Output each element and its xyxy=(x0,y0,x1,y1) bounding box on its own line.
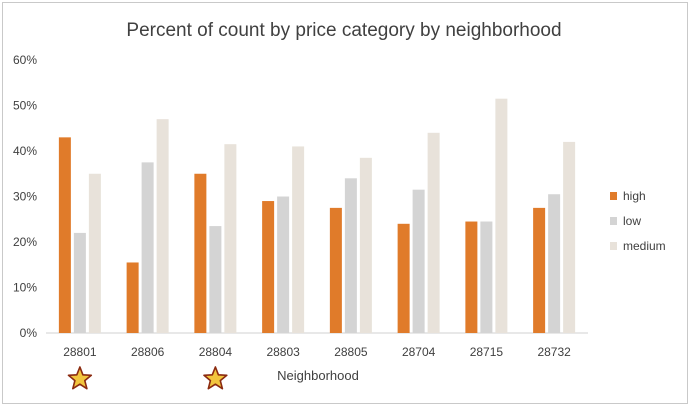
y-axis-ticks: 0% 10% 20% 30% 40% 50% 60% xyxy=(13,53,37,340)
legend-swatch-low xyxy=(610,217,617,225)
bar-medium-28803 xyxy=(292,146,305,333)
bar-high-28715 xyxy=(465,221,478,333)
bar-high-28732 xyxy=(533,207,546,333)
bar-low-28704 xyxy=(412,189,425,333)
bar-high-28805 xyxy=(329,207,342,333)
chart-title: Percent of count by price category by ne… xyxy=(126,20,561,41)
bar-high-28803 xyxy=(262,201,275,333)
y-tick-label: 10% xyxy=(13,281,37,295)
legend-label: medium xyxy=(623,239,666,253)
bar-low-28715 xyxy=(480,221,493,333)
markers-group xyxy=(67,366,228,390)
bar-medium-28732 xyxy=(563,141,576,333)
y-tick-label: 50% xyxy=(13,99,37,113)
x-tick-label: 28804 xyxy=(199,345,233,359)
legend-label: high xyxy=(623,189,646,203)
bar-medium-28704 xyxy=(427,132,440,333)
bar-high-28804 xyxy=(194,173,207,333)
bar-high-28704 xyxy=(397,223,410,333)
bar-low-28732 xyxy=(548,194,561,333)
bars-group xyxy=(58,98,576,334)
legend-swatch-high xyxy=(610,192,617,200)
legend: high low medium xyxy=(610,189,666,253)
x-tick-label: 28805 xyxy=(334,345,368,359)
bar-low-28801 xyxy=(73,232,86,333)
bar-low-28806 xyxy=(141,162,154,333)
x-tick-label: 28806 xyxy=(131,345,165,359)
y-tick-label: 20% xyxy=(13,235,37,249)
y-tick-label: 60% xyxy=(13,53,37,67)
bar-medium-28801 xyxy=(88,173,101,333)
x-tick-label: 28715 xyxy=(470,345,504,359)
bar-medium-28805 xyxy=(359,157,372,333)
x-tick-label: 28803 xyxy=(266,345,300,359)
x-axis-title: Neighborhood xyxy=(277,368,359,383)
y-tick-label: 0% xyxy=(20,326,38,340)
x-axis-ticks: 28801 28806 28804 28803 28805 28704 28715 28732 xyxy=(63,345,571,359)
bar-medium-28715 xyxy=(495,98,508,333)
y-tick-label: 30% xyxy=(13,190,37,204)
x-tick-label: 28801 xyxy=(63,345,97,359)
bar-high-28801 xyxy=(58,137,71,333)
bar-low-28803 xyxy=(277,196,290,333)
bar-low-28804 xyxy=(209,226,222,333)
x-tick-label: 28732 xyxy=(537,345,571,359)
bar-medium-28806 xyxy=(156,119,169,334)
legend-label: low xyxy=(623,214,641,228)
legend-swatch-medium xyxy=(610,242,617,250)
x-tick-label: 28704 xyxy=(402,345,436,359)
y-tick-label: 40% xyxy=(13,144,37,158)
star-icon xyxy=(67,366,93,390)
bar-high-28806 xyxy=(126,262,139,333)
bar-low-28805 xyxy=(344,178,357,333)
bar-medium-28804 xyxy=(224,144,237,333)
star-icon xyxy=(203,366,228,390)
